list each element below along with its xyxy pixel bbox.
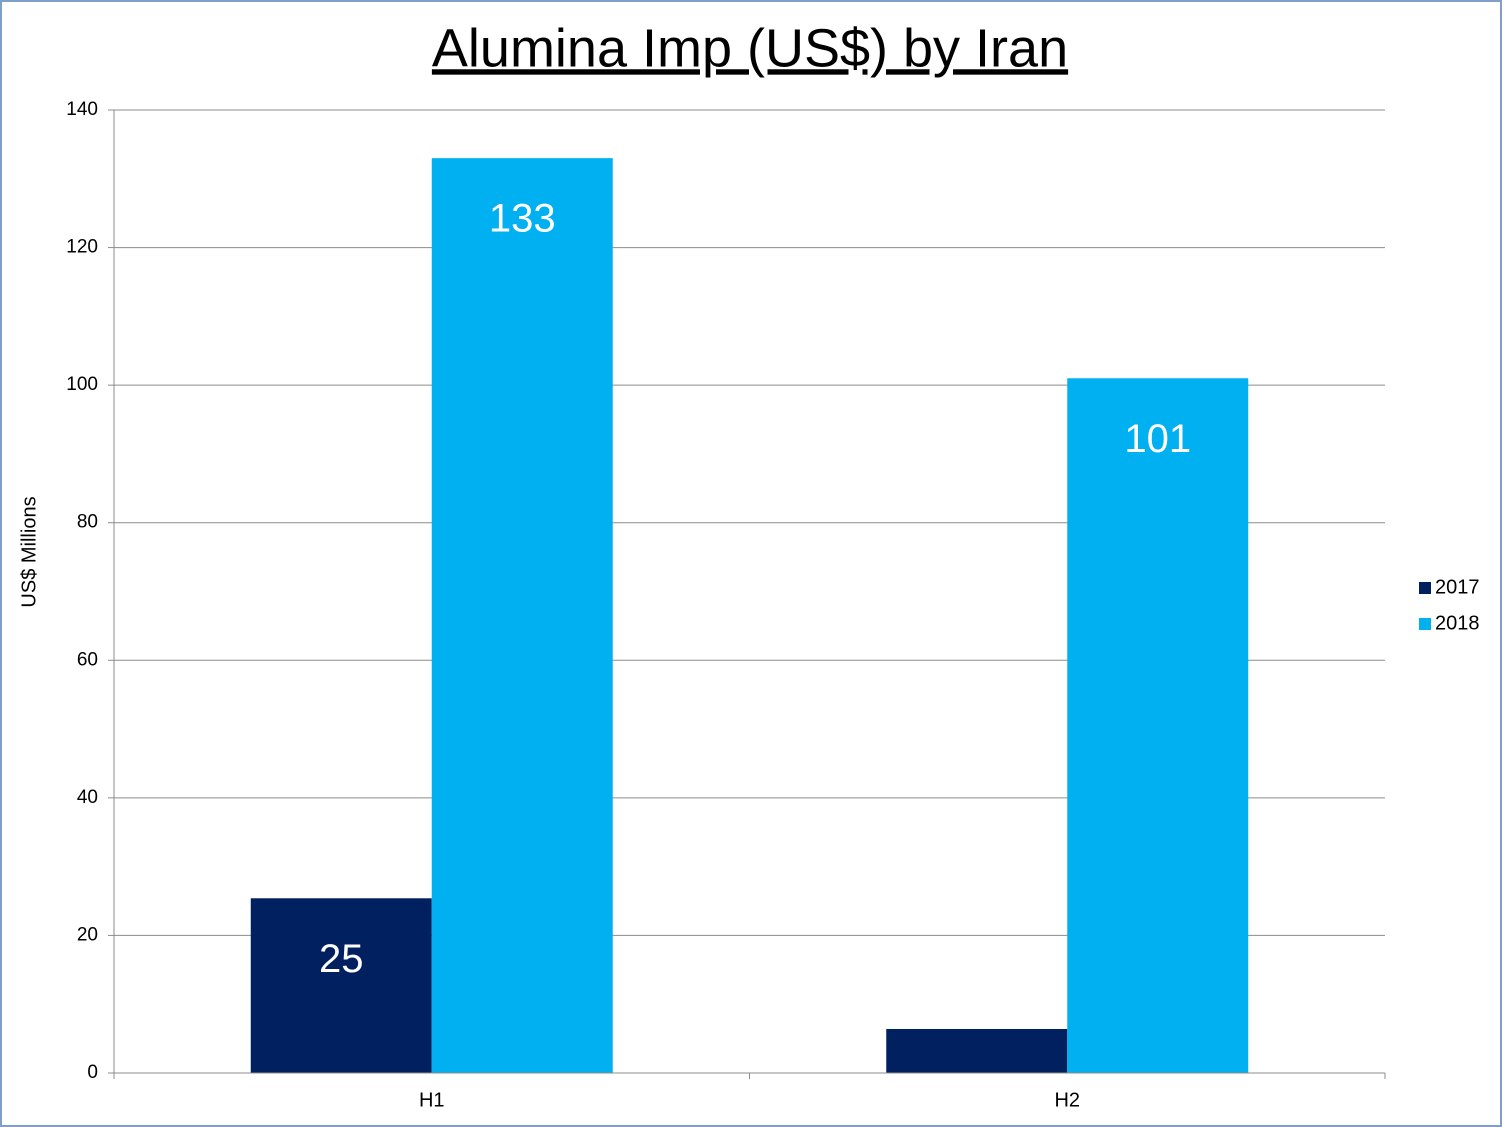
data-label: 25 (319, 937, 364, 981)
bar (250, 898, 432, 1073)
y-tick-label: 0 (87, 1062, 98, 1083)
y-tick-label: 120 (66, 237, 98, 258)
legend-label: 2018 (1435, 612, 1480, 634)
y-tick-label: 100 (66, 374, 98, 395)
y-tick-label: 60 (77, 649, 98, 670)
chart-title: Alumina Imp (US$) by Iran (432, 18, 1068, 78)
bar (1067, 378, 1249, 1073)
legend-swatch (1419, 618, 1431, 630)
data-label: 101 (1124, 417, 1191, 461)
data-label: 133 (489, 197, 556, 241)
x-tick-label: H1 (419, 1089, 445, 1111)
y-tick-label: 40 (77, 787, 98, 808)
x-tick-label: H2 (1054, 1089, 1080, 1111)
y-tick-label: 140 (66, 99, 98, 120)
bar (886, 1028, 1068, 1073)
legend-label: 2017 (1435, 576, 1480, 598)
y-axis-label: US$ Millions (18, 496, 40, 607)
legend-swatch (1419, 582, 1431, 594)
y-tick-label: 20 (77, 924, 98, 945)
bar (431, 158, 613, 1073)
y-tick-label: 80 (77, 512, 98, 533)
